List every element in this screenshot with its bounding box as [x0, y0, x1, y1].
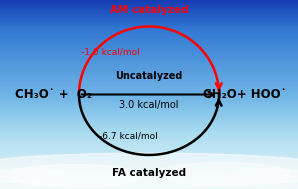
Ellipse shape: [7, 164, 142, 187]
Text: AM catalyzed: AM catalyzed: [110, 5, 188, 15]
Text: 3.0 kcal/mol: 3.0 kcal/mol: [119, 100, 179, 110]
Text: FA catalyzed: FA catalyzed: [112, 168, 186, 178]
Text: CH₃O˙ +  O₂: CH₃O˙ + O₂: [15, 88, 92, 101]
Ellipse shape: [0, 153, 298, 187]
Ellipse shape: [156, 163, 291, 185]
Text: CH₂O+ HOO˙: CH₂O+ HOO˙: [203, 88, 286, 101]
Ellipse shape: [0, 168, 74, 187]
Text: Uncatalyzed: Uncatalyzed: [115, 71, 183, 81]
Ellipse shape: [224, 168, 298, 187]
Text: -6.7 kcal/mol: -6.7 kcal/mol: [99, 131, 157, 140]
Text: -1.0 kcal/mol: -1.0 kcal/mol: [81, 48, 140, 57]
